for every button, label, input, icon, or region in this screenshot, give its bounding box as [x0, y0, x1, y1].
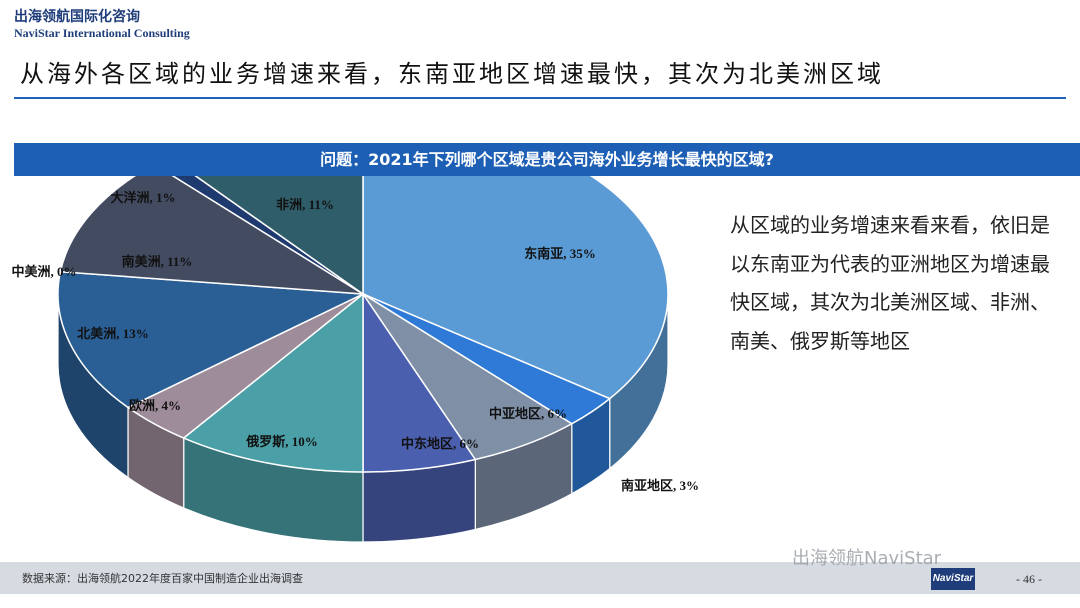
pie-slice-南美洲 [59, 176, 364, 295]
question-banner: 问题：2021年下列哪个区域是贵公司海外业务增长最快的区域? [14, 143, 1080, 176]
page-number: - 46 - [1016, 572, 1042, 586]
data-label-中东地区: 中东地区, 6% [401, 436, 479, 451]
slide-heading: 从海外各区域的业务增速来看，东南亚地区增速最快，其次为北美洲区域 [20, 60, 884, 88]
pie-slices [57, 176, 669, 473]
pie-chart: 东南亚, 35% 南亚地区, 3% 中亚地区, 6% 中东地区, 6% 俄罗斯, 10%… [11, 176, 699, 543]
data-label-东南亚: 东南亚, 35% [524, 246, 596, 261]
data-label-南美洲: 南美洲, 11% [122, 254, 193, 269]
pie-slice-东南亚 [362, 176, 669, 400]
data-label-中美洲: 中美洲, 0% [11, 264, 76, 279]
pie-sides [57, 293, 669, 543]
pie-slice-俄罗斯 [182, 292, 364, 473]
footer-bar [0, 562, 1080, 594]
data-label-俄罗斯: 俄罗斯, 10% [245, 434, 318, 449]
pie-slice-北美洲 [57, 270, 366, 409]
data-label-非洲: 非洲, 11% [276, 197, 334, 212]
data-label-南亚地区: 南亚地区, 3% [621, 478, 699, 493]
data-label-大洋洲: 大洋洲, 1% [110, 190, 175, 205]
analysis-note: 从区域的业务增速来看来看，依旧是以东南亚为代表的亚洲地区为增速最快区域，其次为北… [730, 213, 1050, 353]
pie-labels: 东南亚, 35% 南亚地区, 3% 中亚地区, 6% 中东地区, 6% 俄罗斯, 10%… [11, 190, 699, 493]
data-label-中亚地区: 中亚地区, 6% [489, 406, 567, 421]
pie-slice-大洋洲 [171, 176, 364, 295]
data-source: 数据来源：出海领航2022年度百家中国制造企业出海调查 [22, 572, 303, 585]
pie-slice-非洲 [194, 176, 364, 296]
data-label-欧洲: 欧洲, 4% [129, 398, 181, 413]
data-label-北美洲: 北美洲, 13% [77, 326, 149, 341]
brand-name-cn: 出海领航国际化咨询 [14, 9, 140, 25]
brand-name-en: NaviStar International Consulting [14, 26, 190, 40]
heading-divider [14, 97, 1066, 99]
watermark: 出海领航NaviStar [792, 548, 942, 569]
navistar-logo: NaviStar [931, 568, 975, 590]
